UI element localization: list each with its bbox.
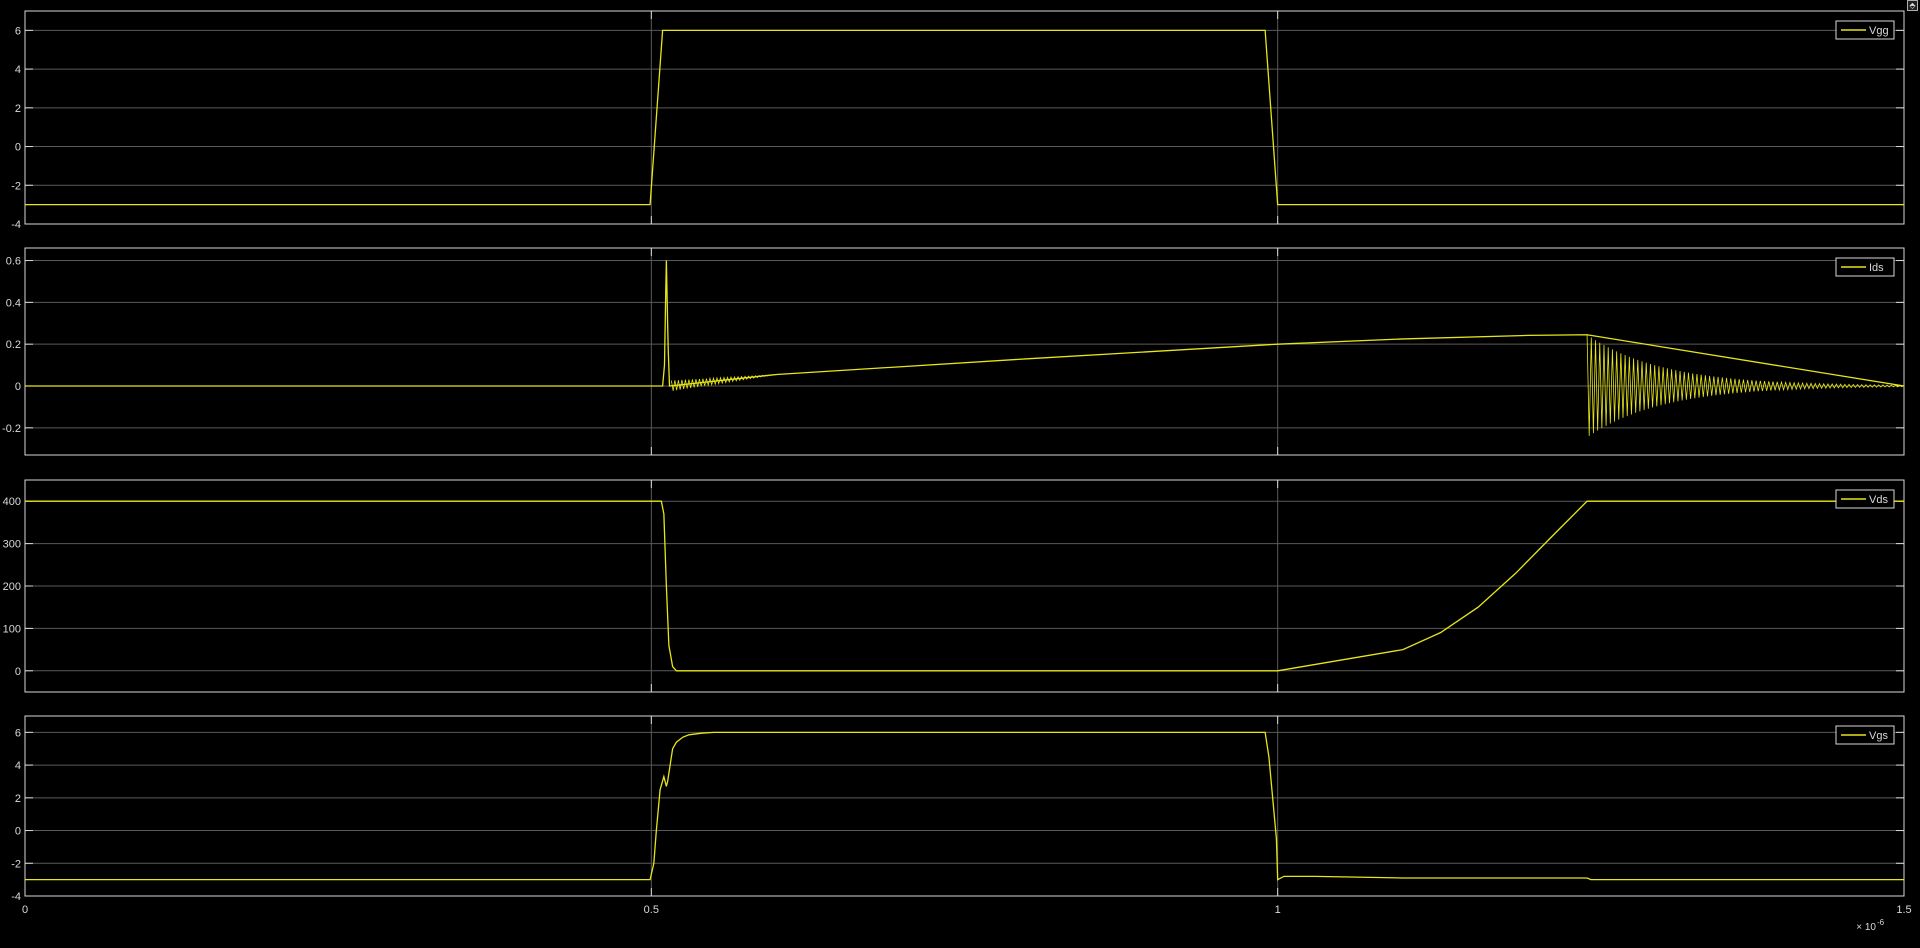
- legend[interactable]: Vgs: [1835, 725, 1895, 745]
- y-tick-label: 4: [15, 760, 21, 772]
- x-exponent-label: × 10: [1856, 922, 1876, 933]
- axes-border: [24, 247, 1905, 456]
- undock-icon[interactable]: ⬘: [1907, 0, 1918, 11]
- y-tick-label: 0: [15, 826, 21, 838]
- axes-border: [24, 715, 1905, 897]
- legend-label: Ids: [1869, 262, 1884, 274]
- series-line-vgg: [25, 29, 1904, 206]
- series-line-ids: [25, 260, 1905, 387]
- y-tick-label: 6: [15, 25, 21, 37]
- y-tick-label: -2: [11, 180, 21, 192]
- scope-axes-3: 0 100 200 300 400 Vds: [3, 479, 1905, 693]
- legend[interactable]: Ids: [1835, 257, 1895, 277]
- scope-axes-4: -4 -2 0 2 4 6 Vgs: [11, 715, 1905, 903]
- legend[interactable]: Vgg: [1835, 20, 1895, 40]
- series-line-vgs: [25, 731, 1904, 881]
- x-exponent-power: -6: [1877, 918, 1885, 927]
- y-tick-label: 200: [3, 581, 21, 593]
- series-line-vds: [25, 500, 1904, 672]
- y-tick-label: 0: [15, 381, 21, 393]
- y-tick-label: 0: [15, 666, 21, 678]
- y-tick-label: 0.2: [6, 339, 21, 351]
- x-tick-label: 0: [22, 904, 28, 916]
- y-tick-label: 300: [3, 539, 21, 551]
- y-tick-label: 6: [15, 727, 21, 739]
- series-ringing-ids: [1586, 334, 1905, 436]
- legend-label: Vds: [1869, 494, 1888, 506]
- y-tick-label: 100: [3, 623, 21, 635]
- axes-border: [24, 10, 1905, 225]
- y-tick-label: 2: [15, 793, 21, 805]
- y-tick-label: 4: [15, 64, 21, 76]
- y-tick-label: 400: [3, 496, 21, 508]
- y-tick-label: -4: [11, 891, 21, 903]
- legend-label: Vgs: [1869, 730, 1888, 742]
- y-tick-label: -2: [11, 858, 21, 870]
- y-tick-label: 0: [15, 142, 21, 154]
- y-tick-label: -4: [11, 219, 21, 231]
- x-tick-label: 1.5: [1896, 904, 1911, 916]
- axes-border: [24, 479, 1905, 693]
- x-tick-label: 1: [1275, 904, 1281, 916]
- y-tick-label: -0.2: [2, 423, 21, 435]
- y-tick-label: 0.4: [6, 297, 21, 309]
- x-tick-label: 0.5: [644, 904, 659, 916]
- y-tick-label: 2: [15, 103, 21, 115]
- legend[interactable]: Vds: [1835, 489, 1895, 509]
- y-tick-label: 0.6: [6, 256, 21, 268]
- scope-axes-1: -4 -2 0 2 4 6 Vgg: [11, 10, 1905, 231]
- series-ringing-ids: [670, 374, 777, 391]
- scope-axes-2: -0.2 0 0.2 0.4 0.6 Ids: [2, 247, 1905, 456]
- legend-label: Vgg: [1869, 25, 1889, 37]
